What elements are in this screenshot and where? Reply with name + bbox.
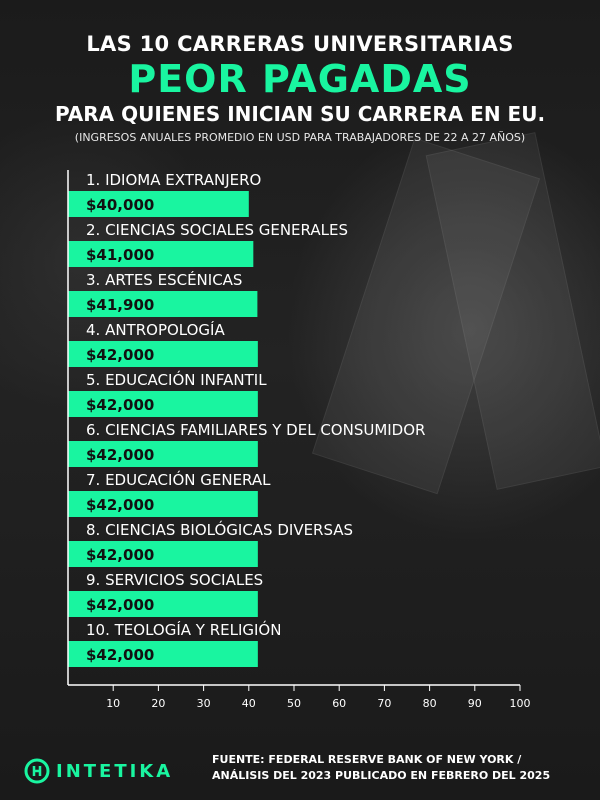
- bar-value-label: $42,000: [86, 446, 154, 464]
- title-highlight: PEOR PAGADAS: [128, 57, 472, 101]
- bar-value-label: $41,900: [86, 296, 154, 314]
- x-tick-label: 30: [197, 697, 211, 710]
- x-tick-label: 90: [468, 697, 482, 710]
- x-tick-label: 20: [151, 697, 165, 710]
- x-tick-label: 70: [377, 697, 391, 710]
- bar-value-label: $42,000: [86, 346, 154, 364]
- bar: [68, 341, 258, 367]
- category-label: 7. EDUCACIÓN GENERAL: [86, 470, 271, 489]
- bar-value-label: $42,000: [86, 396, 154, 414]
- x-tick-label: 80: [423, 697, 437, 710]
- category-label: 10. TEOLOGÍA Y RELIGIÓN: [86, 620, 281, 639]
- bar-value-label: $42,000: [86, 596, 154, 614]
- title-line-1: LAS 10 CARRERAS UNIVERSITARIAS: [86, 32, 514, 56]
- source-line-2: ANÁLISIS DEL 2023 PUBLICADO EN FEBRERO D…: [212, 769, 551, 782]
- category-label: 2. CIENCIAS SOCIALES GENERALES: [86, 221, 348, 239]
- bar: [68, 241, 254, 267]
- bar: [68, 441, 258, 467]
- bar: [68, 391, 258, 417]
- category-label: 9. SERVICIOS SOCIALES: [86, 571, 263, 589]
- bar: [68, 191, 249, 217]
- bar: [68, 291, 258, 317]
- x-tick-label: 40: [242, 697, 256, 710]
- brand-mark-icon: [24, 758, 50, 784]
- bar: [68, 491, 258, 517]
- bar-value-label: $42,000: [86, 646, 154, 664]
- x-tick-label: 50: [287, 697, 301, 710]
- bar-value-label: $42,000: [86, 496, 154, 514]
- x-tick-label: 100: [510, 697, 531, 710]
- category-label: 6. CIENCIAS FAMILIARES Y DEL CONSUMIDOR: [86, 421, 425, 439]
- subtitle: (INGRESOS ANUALES PROMEDIO EN USD PARA T…: [74, 131, 526, 144]
- brand-logo: INTETIKA: [24, 758, 173, 784]
- bar-value-label: $42,000: [86, 546, 154, 564]
- source-note: FUENTE: FEDERAL RESERVE BANK OF NEW YORK…: [212, 752, 582, 784]
- category-label: 3. ARTES ESCÉNICAS: [86, 270, 242, 289]
- bar-value-label: $41,000: [86, 246, 154, 264]
- bar: [68, 591, 258, 617]
- header: LAS 10 CARRERAS UNIVERSITARIAS PEOR PAGA…: [0, 30, 600, 148]
- brand-name: INTETIKA: [56, 760, 174, 782]
- category-label: 8. CIENCIAS BIOLÓGICAS DIVERSAS: [86, 520, 353, 539]
- category-label: 1. IDIOMA EXTRANJERO: [86, 171, 261, 189]
- x-tick-label: 10: [106, 697, 120, 710]
- x-tick-label: 60: [332, 697, 346, 710]
- source-line-1: FUENTE: FEDERAL RESERVE BANK OF NEW YORK…: [212, 753, 522, 766]
- bar-value-label: $40,000: [86, 196, 154, 214]
- category-label: 4. ANTROPOLOGÍA: [86, 320, 225, 339]
- bar: [68, 541, 258, 567]
- bar: [68, 641, 258, 667]
- title-line-3: PARA QUIENES INICIAN SU CARRERA EN EU.: [54, 102, 546, 126]
- category-label: 5. EDUCACIÓN INFANTIL: [86, 370, 267, 389]
